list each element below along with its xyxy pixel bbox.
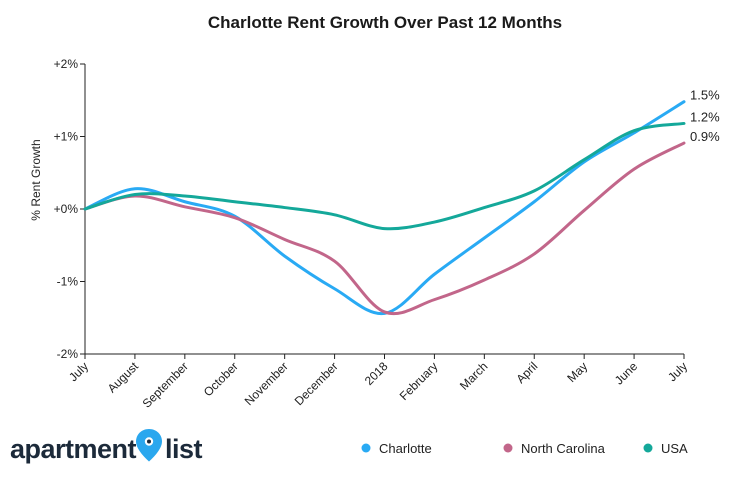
end-label-charlotte: 1.5% [690, 88, 720, 103]
x-tick-label: February [397, 359, 441, 403]
x-tick-label: July [66, 359, 91, 384]
x-tick-label: September [140, 359, 191, 410]
x-tick-label: October [201, 359, 241, 399]
series-line-north-carolina [83, 141, 686, 315]
x-tick-label: November [242, 359, 291, 408]
legend-swatch [643, 443, 653, 453]
y-tick-label: +0% [54, 202, 79, 216]
x-tick-label: December [292, 359, 341, 408]
legend-swatch [361, 443, 371, 453]
end-label-usa: 1.2% [690, 109, 720, 124]
chart-title: Charlotte Rent Growth Over Past 12 Month… [208, 13, 562, 32]
y-tick-label: +1% [54, 130, 79, 144]
legend-label: USA [661, 441, 688, 456]
map-pin-icon [136, 429, 162, 462]
x-tick-label: 2018 [362, 359, 391, 388]
legend: Charlotte North Carolina USA [361, 441, 688, 456]
y-axis-label: % Rent Growth [29, 139, 43, 220]
x-tick-label: July [665, 359, 690, 384]
y-tick-label: -2% [57, 347, 79, 361]
legend-label: Charlotte [379, 441, 432, 456]
series-line-usa [83, 121, 686, 231]
legend-label: North Carolina [521, 441, 606, 456]
x-tick-label: May [564, 359, 590, 385]
series-lines [83, 100, 686, 315]
y-tick-label: -1% [57, 275, 79, 289]
logo-word-apartment: apartment [10, 434, 137, 464]
logo: apartment list [10, 429, 203, 464]
end-labels: 1.5% 0.9% 1.2% [690, 88, 720, 144]
x-tick-label: June [612, 359, 641, 388]
y-tick-label: +2% [54, 57, 79, 71]
x-tick-label: March [457, 359, 490, 392]
x-tick-label: August [105, 359, 142, 396]
legend-swatch [503, 443, 513, 453]
logo-word-list: list [165, 434, 203, 464]
x-tick-label: April [513, 359, 540, 386]
end-label-north-carolina: 0.9% [690, 129, 720, 144]
series-line-charlotte [83, 100, 686, 315]
